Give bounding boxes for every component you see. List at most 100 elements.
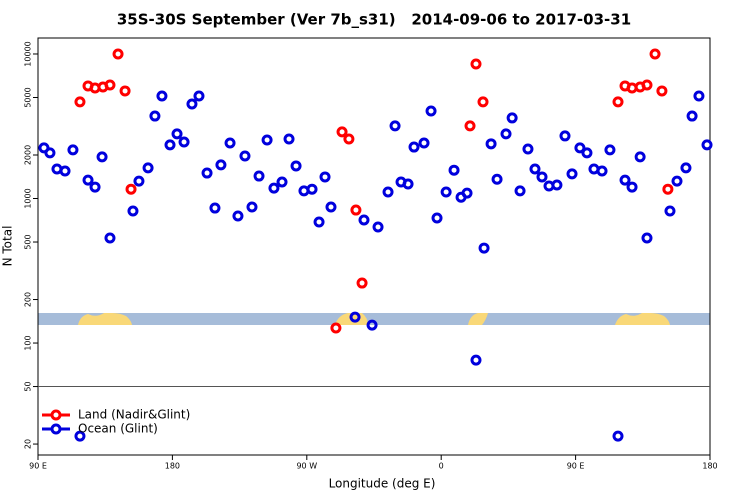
- point: [127, 205, 139, 217]
- point: [581, 147, 593, 159]
- point: [44, 147, 56, 159]
- point: [178, 136, 190, 148]
- point: [209, 202, 221, 214]
- point: [330, 322, 342, 334]
- point: [402, 178, 414, 190]
- x-axis-label: Longitude (deg E): [329, 477, 436, 491]
- point: [133, 175, 145, 187]
- legend-label: Land (Nadir&Glint): [78, 408, 190, 422]
- point: [96, 151, 108, 163]
- point: [319, 171, 331, 183]
- point: [551, 179, 563, 191]
- point: [306, 183, 318, 195]
- point: [224, 137, 236, 149]
- point: [349, 311, 361, 323]
- plot-frame: [37, 37, 711, 456]
- point: [74, 430, 86, 442]
- x-tick-label: 90 E: [29, 462, 47, 471]
- legend-marker: [50, 423, 62, 435]
- point: [491, 173, 503, 185]
- point: [448, 164, 460, 176]
- legend-marker: [50, 409, 62, 421]
- x-tick-label: 180: [702, 462, 717, 471]
- point: [59, 165, 71, 177]
- point: [382, 186, 394, 198]
- point: [104, 232, 116, 244]
- y-tick-label: 100: [24, 335, 33, 350]
- y-tick-label: 2000: [24, 145, 33, 165]
- y-tick-label: 200: [24, 292, 33, 307]
- point: [408, 141, 420, 153]
- x-tick-label: 0: [439, 462, 444, 471]
- land-shape: [615, 313, 670, 325]
- point: [604, 144, 616, 156]
- y-tick-label: 500: [24, 234, 33, 249]
- point: [125, 183, 137, 195]
- land-shape: [78, 313, 132, 325]
- point: [485, 138, 497, 150]
- point: [389, 120, 401, 132]
- point: [149, 110, 161, 122]
- point: [325, 201, 337, 213]
- point: [313, 216, 325, 228]
- ocean-strip: [38, 313, 710, 325]
- point: [701, 139, 713, 151]
- point: [261, 134, 273, 146]
- point: [358, 214, 370, 226]
- point: [164, 139, 176, 151]
- x-tick-label: 90 E: [567, 462, 585, 471]
- point: [186, 98, 198, 110]
- point: [574, 142, 586, 154]
- point: [201, 167, 213, 179]
- point: [626, 181, 638, 193]
- x-tick-label: 90 W: [296, 462, 317, 471]
- point: [464, 120, 476, 132]
- point: [634, 151, 646, 163]
- point: [67, 144, 79, 156]
- point: [418, 137, 430, 149]
- point: [529, 163, 541, 175]
- map-strip: [38, 313, 710, 325]
- point: [619, 174, 631, 186]
- point: [336, 126, 348, 138]
- point: [431, 212, 443, 224]
- point: [500, 128, 512, 140]
- point: [366, 319, 378, 331]
- y-tick-label: 1000: [24, 188, 33, 208]
- point: [104, 79, 116, 91]
- point: [536, 171, 548, 183]
- point: [559, 130, 571, 142]
- point: [478, 242, 490, 254]
- point: [522, 143, 534, 155]
- point: [82, 174, 94, 186]
- point: [440, 186, 452, 198]
- land-shape: [468, 313, 488, 325]
- point: [89, 181, 101, 193]
- point: [566, 168, 578, 180]
- point: [232, 210, 244, 222]
- point: [156, 90, 168, 102]
- point: [74, 96, 86, 108]
- point: [671, 175, 683, 187]
- point: [664, 205, 676, 217]
- series: [74, 48, 674, 334]
- point: [343, 133, 355, 145]
- point: [612, 430, 624, 442]
- point: [680, 162, 692, 174]
- point: [268, 182, 280, 194]
- point: [656, 85, 668, 97]
- point: [506, 112, 518, 124]
- point: [239, 150, 251, 162]
- legend-label: Ocean (Glint): [78, 422, 158, 436]
- point: [350, 204, 362, 216]
- point: [470, 58, 482, 70]
- point: [253, 170, 265, 182]
- point: [641, 79, 653, 91]
- y-axis-label: N Total: [1, 226, 15, 267]
- point: [290, 160, 302, 172]
- y-tick-label: 5000: [24, 87, 33, 107]
- y-tick-label: 50: [24, 381, 33, 391]
- series: [38, 90, 713, 442]
- point: [193, 90, 205, 102]
